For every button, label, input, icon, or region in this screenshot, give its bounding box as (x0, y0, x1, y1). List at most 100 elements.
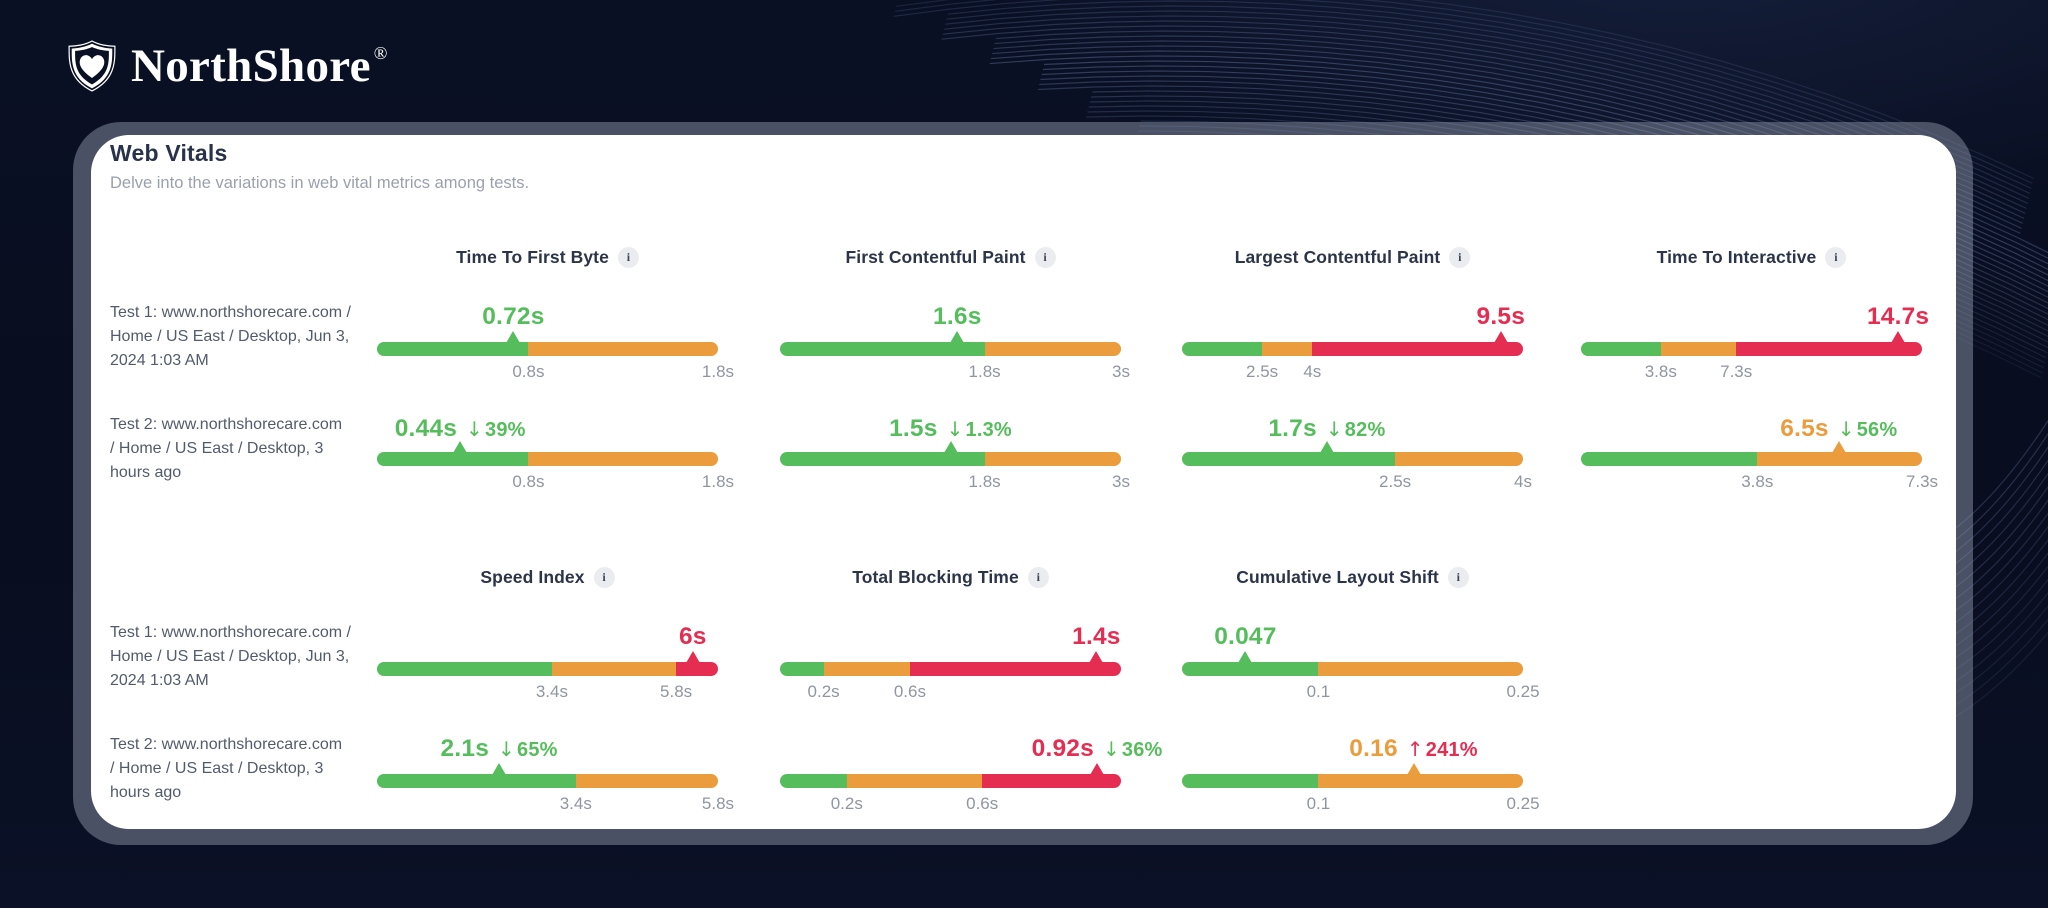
brand-name: NorthShore (131, 40, 371, 92)
brand-logo[interactable]: NorthShore ® (66, 40, 387, 92)
vitals-bar (377, 662, 718, 676)
vitals-bar (377, 452, 718, 466)
metric-title: Speed Index i (377, 567, 718, 588)
bar-marker (1406, 763, 1421, 775)
shield-heart-icon (68, 40, 116, 92)
info-icon[interactable]: i (593, 567, 615, 588)
vitals-bar (780, 662, 1121, 676)
bar-segment-green (1182, 662, 1319, 676)
bar-delta: ↓ 65% (498, 737, 558, 761)
bar-segment-orange (1660, 342, 1737, 356)
bar-value-label: 6s (679, 623, 707, 651)
bar-marker (506, 331, 521, 343)
info-icon[interactable]: i (1034, 247, 1056, 268)
bar-segment-green (377, 452, 529, 466)
tick-label: 5.8s (701, 794, 735, 813)
bar-marker (1493, 331, 1508, 343)
metric-title: First Contentful Paint i (780, 247, 1121, 268)
tick-label: 7.3s (1720, 362, 1753, 381)
bar-segment-green (780, 662, 824, 676)
tick-label: 0.6s (893, 682, 926, 701)
delta-arrow-down-icon: ↓ (1102, 737, 1120, 761)
delta-arrow-down-icon: ↓ (466, 417, 484, 441)
bar-segment-red (675, 662, 718, 676)
metric-column: Speed Index i 6s 3.4s 5.8s 2.1s ↓ 65% 3.4s 5.8s (377, 135, 734, 829)
tick-label: 0.2s (807, 682, 840, 701)
bar-value: 0.16 (1349, 735, 1398, 762)
metric-title-text: Cumulative Layout Shift (1236, 567, 1439, 587)
metric-title-text: Total Blocking Time (852, 567, 1019, 587)
metric-column: Largest Contentful Paint i 9.5s 2.5s 4s 1.7s ↓… (1182, 135, 1532, 829)
delta-percent: 241% (1425, 739, 1478, 761)
bar-segment-green (377, 342, 529, 356)
delta-percent: 39% (485, 419, 526, 441)
info-icon[interactable]: i (1447, 567, 1469, 588)
bar-value-label: 6.5s ↓ 56% (1780, 415, 1897, 443)
info-icon[interactable]: i (1825, 247, 1847, 268)
bar-marker (1089, 651, 1104, 663)
bar-value-label: 0.047 (1214, 623, 1276, 651)
metric-title-text: Speed Index (480, 567, 585, 587)
info-icon[interactable]: i (1027, 567, 1049, 588)
bar-value-label: 1.5s ↓ 1.3% (889, 415, 1012, 443)
tick-label: 1.8s (701, 362, 735, 381)
vitals-bar (1581, 452, 1922, 466)
page-subtitle: Delve into the variations in web vital m… (110, 174, 530, 192)
tick-label: 3s (1112, 362, 1130, 381)
bar-segment-green (377, 662, 552, 676)
bar-value: 0.92s (1031, 735, 1094, 762)
bar-value-label: 14.7s (1867, 303, 1929, 331)
bar-value: 1.5s (889, 415, 938, 442)
metric-column: Time To First Byte i 0.72s 0.8s 1.8s 0.44s ↓ 39… (377, 135, 734, 829)
bar-value: 14.7s (1866, 303, 1930, 330)
delta-arrow-down-icon: ↓ (1837, 417, 1855, 441)
panel-frame: Web Vitals Delve into the variations in … (73, 122, 1973, 845)
bar-segment-orange (1318, 774, 1523, 788)
delta-percent: 56% (1856, 419, 1898, 441)
bar-value: 6.5s (1780, 415, 1829, 442)
bar-delta: ↓ 36% (1102, 737, 1163, 761)
vitals-bar (1182, 662, 1523, 676)
vitals-bar (780, 342, 1121, 356)
bar-marker (492, 763, 507, 775)
vitals-bar (1182, 774, 1523, 788)
page-title: Web Vitals (110, 140, 228, 166)
bar-value: 2.1s (440, 735, 490, 762)
tick-label: 0.1 (1306, 794, 1331, 813)
bar-marker (1090, 763, 1105, 775)
metric-title-text: Largest Contentful Paint (1234, 247, 1441, 267)
tick-label: 1.8s (968, 472, 1001, 491)
bar-marker (1891, 331, 1906, 343)
tick-label: 3.4s (559, 794, 592, 813)
bar-segment-orange (846, 774, 983, 788)
bar-segment-orange (528, 342, 718, 356)
bar-value-label: 0.44s ↓ 39% (395, 415, 526, 443)
info-icon[interactable]: i (617, 247, 639, 268)
bar-segment-green (1182, 774, 1319, 788)
web-vitals-card: Web Vitals Delve into the variations in … (91, 135, 1956, 829)
vitals-grid: Test 1: www.northshorecare.com / Home / … (91, 135, 1956, 829)
metric-title: Cumulative Layout Shift i (1182, 567, 1523, 588)
bar-value: 1.7s (1268, 415, 1317, 442)
tick-label: 4s (1303, 362, 1322, 381)
tick-label: 0.2s (830, 794, 863, 813)
tick-label: 3.4s (535, 682, 568, 701)
metric-column: Cumulative Layout Shift i 0.047 0.1 0.25 0.16… (1182, 135, 1540, 829)
vitals-bar (377, 774, 718, 788)
tick-label: 1.8s (968, 362, 1001, 381)
bar-value-label: 9.5s (1477, 303, 1525, 331)
tick-label: 5.8s (660, 682, 693, 701)
test-label: Test 2: www.northshorecare.com / Home / … (110, 416, 343, 481)
bar-segment-orange (1757, 452, 1922, 466)
bar-value-label: 0.16 ↑ 241% (1349, 735, 1477, 763)
metric-column: First Contentful Paint i 1.6s 1.8s 3s 1.5s ↓ 1.… (780, 135, 1130, 829)
bar-value-label: 2.1s ↓ 65% (441, 735, 558, 763)
bar-marker (1831, 441, 1846, 453)
tick-label: 0.8s (512, 472, 545, 491)
bar-segment-green (780, 774, 847, 788)
info-icon[interactable]: i (1449, 247, 1471, 268)
bar-marker (453, 441, 468, 453)
tick-label: 0.6s (966, 794, 999, 813)
delta-percent: 82% (1344, 419, 1386, 441)
